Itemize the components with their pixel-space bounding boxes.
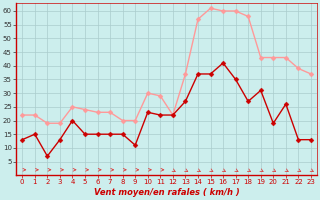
X-axis label: Vent moyen/en rafales ( km/h ): Vent moyen/en rafales ( km/h ) — [94, 188, 239, 197]
